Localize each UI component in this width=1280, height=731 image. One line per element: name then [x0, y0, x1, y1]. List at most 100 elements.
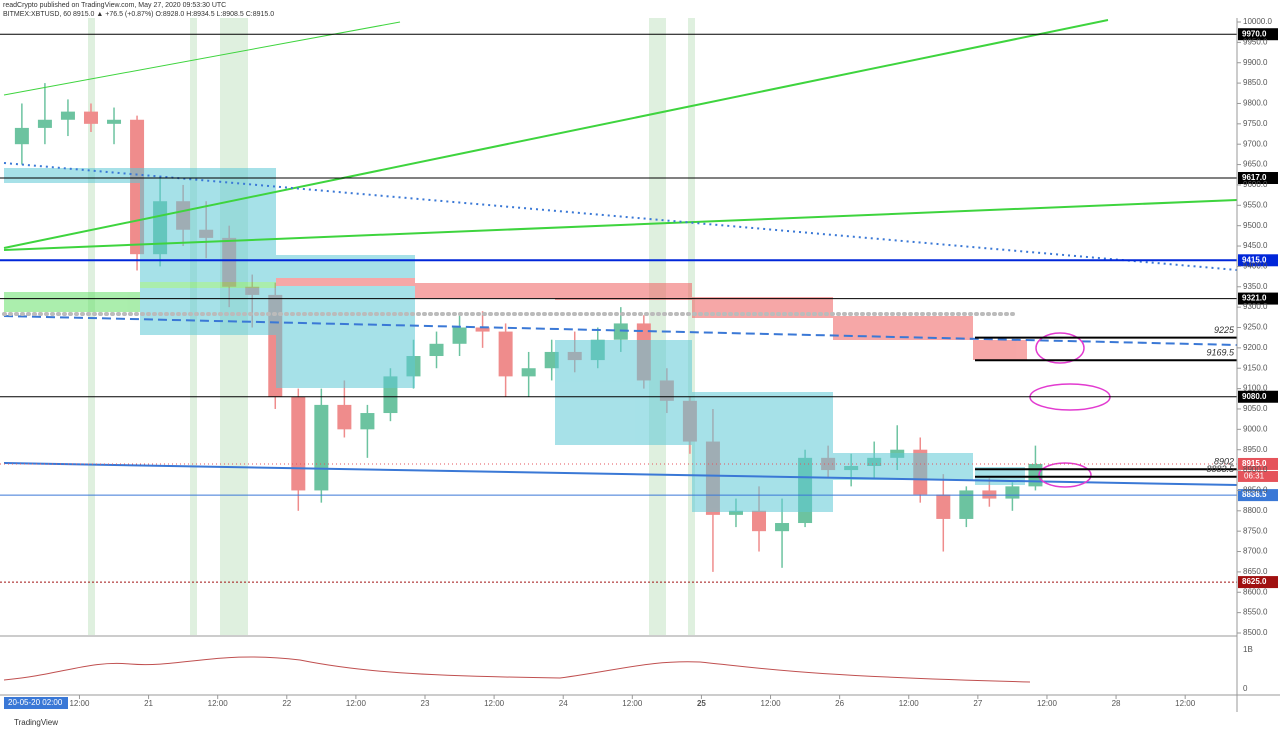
candle-body: [291, 396, 306, 491]
price-label: 8838.5: [1242, 490, 1267, 499]
x-tick-label: 27: [973, 699, 982, 708]
volume-axis-label: 1B: [1243, 645, 1253, 654]
x-tick-label: 28: [1112, 699, 1121, 708]
x-tick-label: 12:00: [1037, 699, 1058, 708]
candle-body: [14, 127, 29, 145]
y-tick-label: 9950.0: [1243, 37, 1268, 46]
price-label: 9617.0: [1242, 173, 1267, 182]
overlay: 9970.0 9617.0 9415.0 9321.0 9080.0 8838.5 8625…: [0, 28, 1278, 589]
annotation-label: 9169.5: [1206, 348, 1235, 358]
y-tick-label: 9400.0: [1243, 262, 1268, 271]
y-tick-label: 9150.0: [1243, 363, 1268, 372]
x-tick-label: 21: [144, 699, 153, 708]
price-label-box: [1238, 576, 1278, 589]
y-tick-label: 8600.0: [1243, 587, 1268, 596]
y-tick-label: 8650.0: [1243, 567, 1268, 576]
candle-body: [37, 119, 52, 128]
candle-body: [60, 111, 75, 120]
y-tick-label: 9850.0: [1243, 78, 1268, 87]
candle-body: [959, 490, 974, 519]
crosshair-time: 20-05-20 02:00: [8, 698, 63, 707]
y-tick-label: 8500.0: [1243, 628, 1268, 637]
x-tick-label: 22: [282, 699, 291, 708]
candle-body: [452, 327, 467, 344]
crosshair-time-box: [4, 697, 68, 709]
y-tick-label: 8900.0: [1243, 465, 1268, 474]
x-tick-label: 25: [697, 699, 706, 708]
candle-body: [107, 119, 122, 124]
price-label-box: [1238, 390, 1278, 403]
candle-body: [982, 490, 997, 499]
x-tick-label: 12:00: [69, 699, 90, 708]
volume-average: [3, 656, 1031, 683]
y-tick-label: 8750.0: [1243, 526, 1268, 535]
y-tick-label: 9600.0: [1243, 180, 1268, 189]
y-tick-label: 9450.0: [1243, 241, 1268, 250]
y-tick-label: 9650.0: [1243, 160, 1268, 169]
candle-body: [613, 323, 628, 340]
candle-body: [936, 494, 951, 519]
candle-body: [521, 368, 536, 377]
zones: [4, 168, 1027, 512]
candle-body: [314, 404, 329, 491]
y-tick-label: 9050.0: [1243, 404, 1268, 413]
x-tick-label: 12:00: [208, 699, 229, 708]
candle-body: [360, 413, 375, 430]
x-tick-label: 26: [835, 699, 844, 708]
y-tick-label: 8800.0: [1243, 506, 1268, 515]
x-tick-label: 23: [421, 699, 430, 708]
price-label-box: [1238, 172, 1278, 185]
y-tick-label: 9750.0: [1243, 119, 1268, 128]
countdown-box: [1238, 470, 1278, 482]
price-label: 9080.0: [1242, 392, 1267, 401]
price-label: 9415.0: [1242, 255, 1267, 264]
y-tick-label: 9700.0: [1243, 139, 1268, 148]
volume-axis-label: 0: [1243, 684, 1248, 693]
candle-body: [728, 510, 743, 515]
x-tick-label: 12:00: [1175, 699, 1196, 708]
x-tick-label: 24: [559, 699, 568, 708]
y-tick-label: 9300.0: [1243, 302, 1268, 311]
symbol-info: BITMEX:XBTUSD, 60 8915.0 ▲ +76.5 (+0.87%…: [3, 11, 274, 18]
y-tick-label: 9500.0: [1243, 221, 1268, 230]
price-label: 9321.0: [1242, 294, 1267, 303]
candle-body: [429, 343, 444, 357]
trend-lines: [2, 19, 1238, 488]
price-label-box: [1238, 28, 1278, 41]
annotation-label: 8902: [1214, 457, 1234, 467]
x-tick-label: 12:00: [899, 699, 920, 708]
y-tick-label: 9900.0: [1243, 58, 1268, 67]
y-tick-label: 9200.0: [1243, 343, 1268, 352]
y-tick-label: 9250.0: [1243, 323, 1268, 332]
candle-body: [1005, 486, 1020, 499]
y-tick-label: 8700.0: [1243, 547, 1268, 556]
price-label-box: [1238, 254, 1278, 267]
publisher: readCrypto published on TradingView.com,…: [3, 2, 226, 9]
x-tick-label: 12:00: [761, 699, 782, 708]
brand: TradingView: [14, 718, 58, 727]
candle-body: [1028, 463, 1043, 487]
x-tick-label: 12:00: [622, 699, 643, 708]
annotation-label: 8883.5: [1206, 464, 1235, 474]
price-label: 8915.0: [1242, 459, 1267, 468]
candle-body: [752, 510, 767, 532]
y-tick-label: 8850.0: [1243, 486, 1268, 495]
y-tick-label: 9550.0: [1243, 200, 1268, 209]
candle-body: [337, 404, 352, 430]
y-tick-label: 9100.0: [1243, 384, 1268, 393]
price-label: 8625.0: [1242, 577, 1267, 586]
x-tick-label: 12:00: [346, 699, 367, 708]
y-tick-label: 9000.0: [1243, 424, 1268, 433]
candle-body: [83, 111, 98, 124]
candle-body: [475, 327, 490, 332]
countdown: 06:31: [1244, 472, 1265, 481]
x-tick-label: 12:00: [484, 699, 505, 708]
candle-body: [498, 331, 513, 377]
y-tick-label: 9800.0: [1243, 99, 1268, 108]
y-tick-label: 9350.0: [1243, 282, 1268, 291]
price-label: 9970.0: [1242, 29, 1267, 38]
price-label-box: [1238, 489, 1278, 502]
y-tick-label: 8950.0: [1243, 445, 1268, 454]
price-label-box: [1238, 292, 1278, 305]
annotation-label: 9225: [1214, 325, 1235, 335]
